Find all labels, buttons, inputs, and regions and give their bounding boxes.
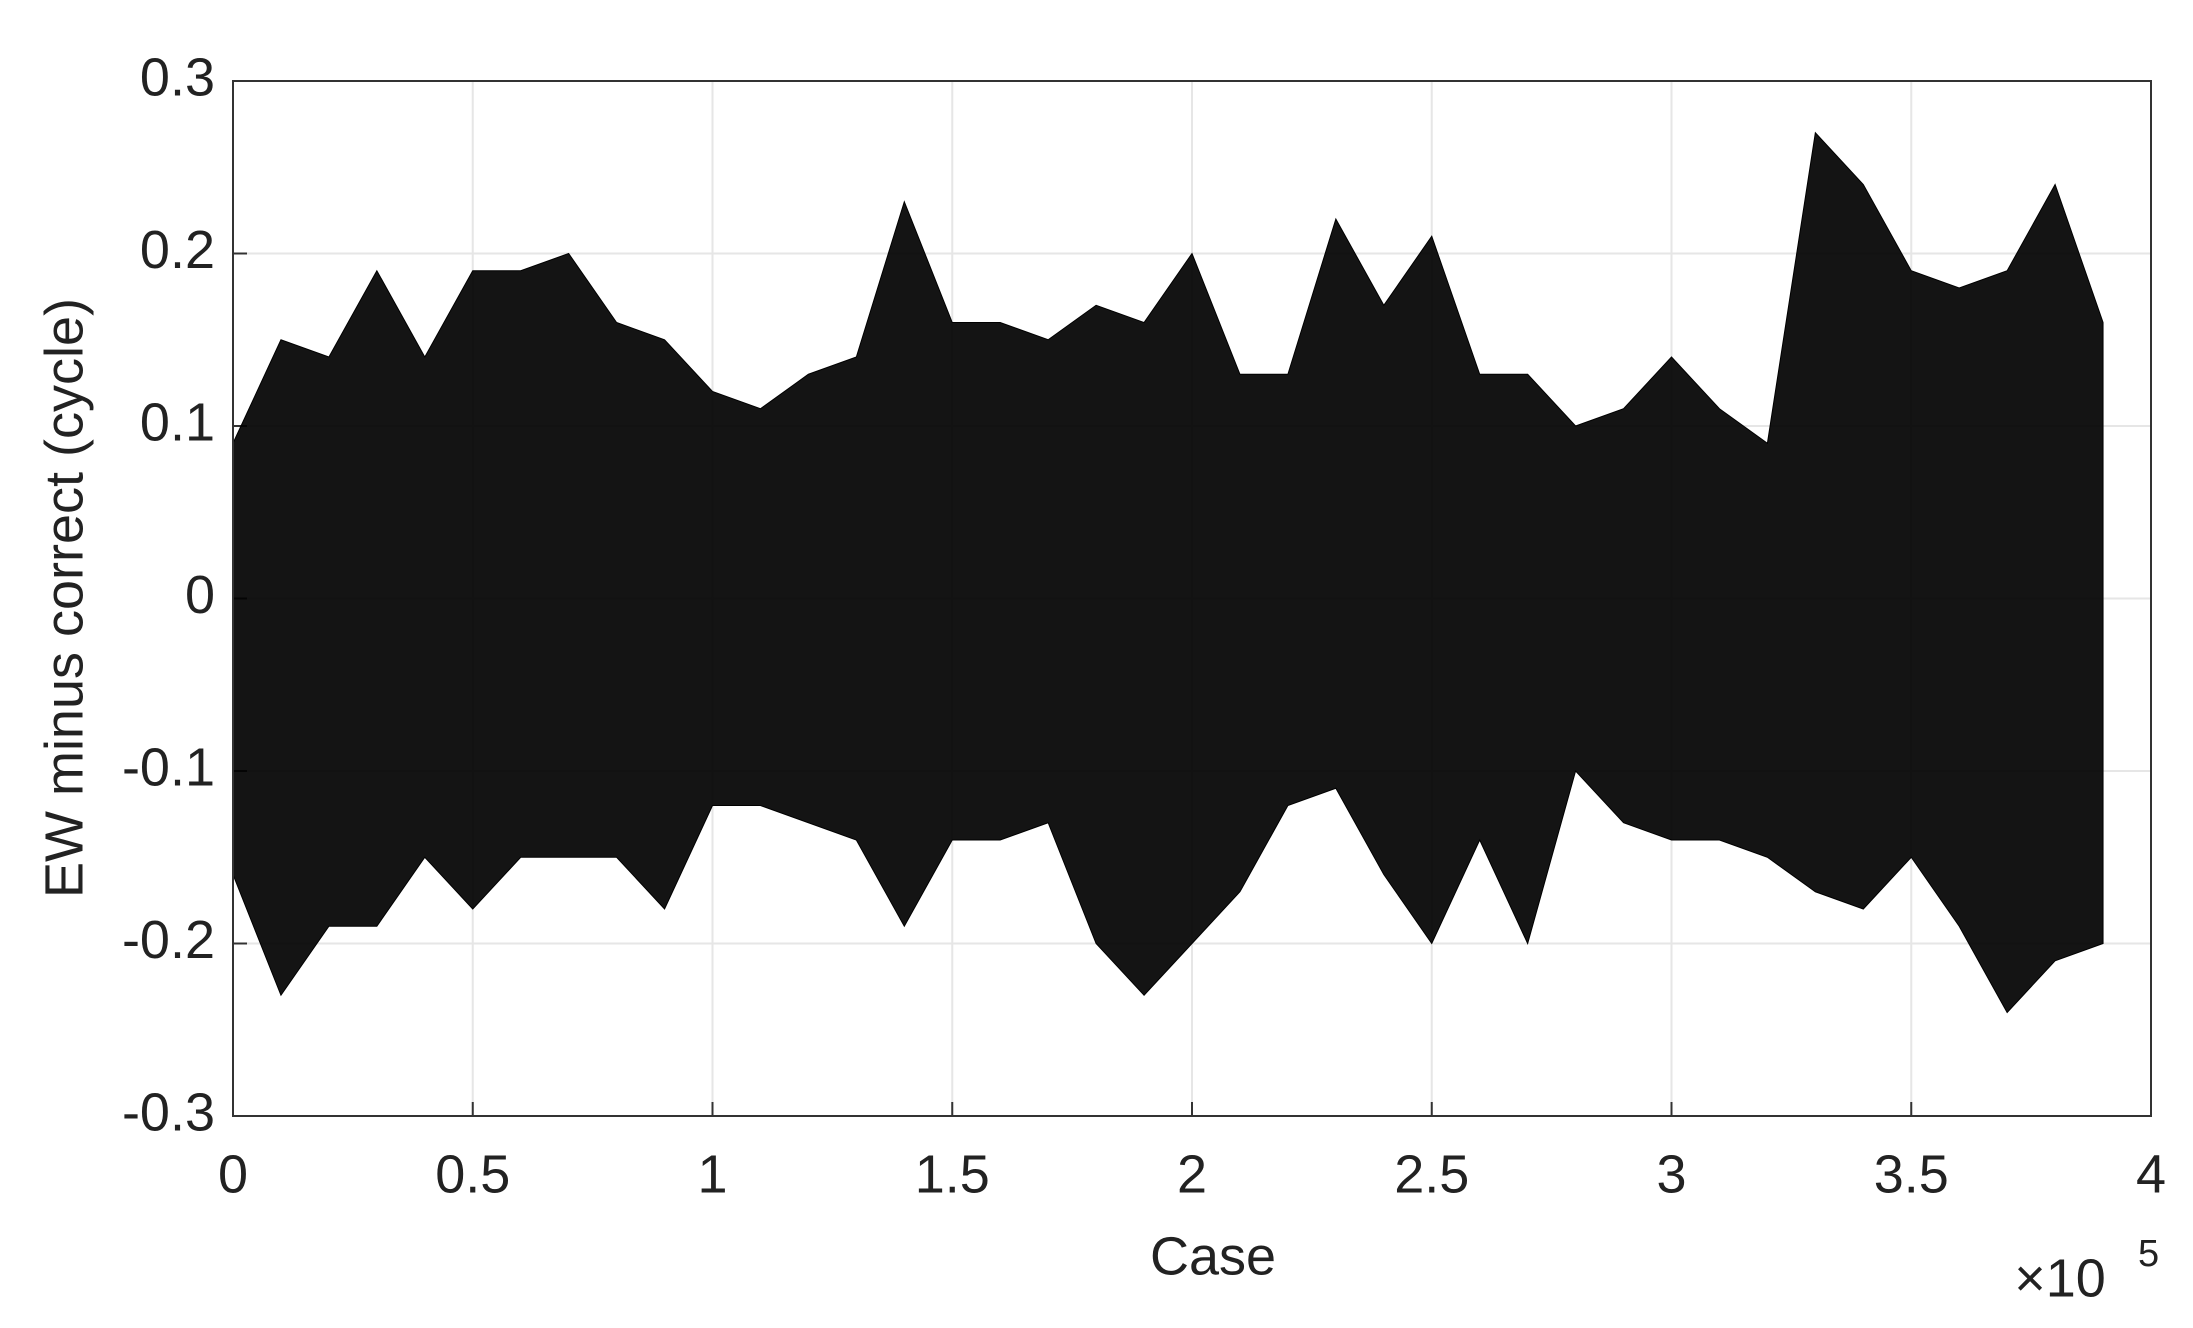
x-tick-label: 2 — [1177, 1144, 1207, 1204]
y-tick-label: -0.1 — [122, 737, 215, 797]
y-axis-label: EW minus correct (cycle) — [34, 298, 94, 898]
x-tick-label: 4 — [2136, 1144, 2166, 1204]
y-tick-label: 0.3 — [140, 47, 215, 107]
plot-frame — [232, 80, 2152, 1117]
x-multiplier-exponent: 5 — [2138, 1233, 2159, 1275]
x-tick-label: 0.5 — [435, 1144, 510, 1204]
x-tick-label: 1 — [697, 1144, 727, 1204]
x-axis-label: Case — [1150, 1226, 1276, 1286]
x-tick-label: 2.5 — [1394, 1144, 1469, 1204]
x-tick-label: 0 — [218, 1144, 248, 1204]
x-tick-label: 1.5 — [915, 1144, 990, 1204]
x-tick-label: 3.5 — [1874, 1144, 1949, 1204]
y-tick-label: -0.2 — [122, 910, 215, 970]
y-tick-label: 0 — [185, 565, 215, 625]
y-tick-label: -0.3 — [122, 1082, 215, 1142]
y-tick-label: 0.1 — [140, 392, 215, 452]
y-tick-label: 0.2 — [140, 220, 215, 280]
data-band — [232, 131, 2104, 1014]
x-multiplier: ×10 — [2014, 1248, 2106, 1308]
x-tick-label: 3 — [1656, 1144, 1686, 1204]
